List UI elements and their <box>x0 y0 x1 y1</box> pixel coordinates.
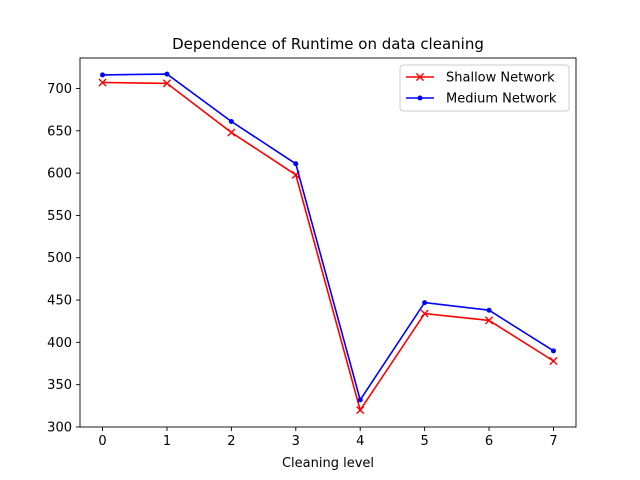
x-tick-label: 7 <box>549 434 557 449</box>
data-point <box>484 316 494 325</box>
data-point <box>293 161 299 167</box>
x-tick-label: 2 <box>227 434 235 449</box>
y-tick-label: 400 <box>47 336 72 351</box>
marker-stroke <box>484 316 494 325</box>
y-tick-label: 650 <box>47 124 72 139</box>
marker-stroke <box>227 128 236 137</box>
x-tick-label: 6 <box>485 434 493 449</box>
y-tick-label: 500 <box>47 251 72 266</box>
y-tick-label: 700 <box>47 82 72 97</box>
data-point <box>549 356 558 366</box>
legend-box <box>399 64 570 112</box>
data-point <box>98 78 107 87</box>
y-tick-label: 300 <box>47 421 72 436</box>
data-point <box>357 397 363 403</box>
marker-stroke <box>549 356 558 366</box>
data-point <box>227 128 236 137</box>
legend-label: Shallow Network <box>446 71 555 86</box>
x-tick-label: 3 <box>292 434 300 449</box>
marker-stroke <box>162 79 172 88</box>
legend: Shallow Network Medium Network <box>399 64 570 112</box>
series-line-1 <box>102 73 554 402</box>
data-point <box>422 300 428 306</box>
data-point <box>228 118 234 124</box>
y-tick-label: 450 <box>47 294 72 309</box>
data-point <box>162 79 172 88</box>
x-axis-label: Cleaning level <box>282 456 374 471</box>
plot-area: 0 1 2 3 4 5 6 7 300 350 400 450 500 550 600 650 700 <box>47 57 577 449</box>
legend-marker <box>417 95 423 101</box>
plot-frame <box>79 57 577 428</box>
data-point <box>100 72 106 78</box>
data-point <box>550 348 556 354</box>
chart-title: Dependence of Runtime on data cleaning <box>172 35 484 53</box>
data-point <box>164 71 170 77</box>
y-tick-label: 550 <box>47 209 72 224</box>
marker-stroke <box>98 78 107 87</box>
legend-label: Medium Network <box>446 92 557 107</box>
legend-entry: Medium Network <box>406 92 557 107</box>
y-tick-label: 350 <box>47 378 72 393</box>
marker-stroke <box>420 309 429 318</box>
series-line-0 <box>102 81 554 413</box>
data-point <box>420 309 429 318</box>
x-tick-label: 0 <box>98 434 106 449</box>
x-tick-label: 1 <box>163 434 171 449</box>
marker-stroke <box>356 405 365 415</box>
x-tick-label: 5 <box>420 434 428 449</box>
data-point <box>486 307 492 313</box>
y-tick-label: 600 <box>47 167 72 182</box>
data-point <box>356 405 365 415</box>
legend-marker <box>415 72 425 82</box>
x-tick-label: 4 <box>356 434 364 449</box>
legend-entry: Shallow Network <box>406 71 555 86</box>
